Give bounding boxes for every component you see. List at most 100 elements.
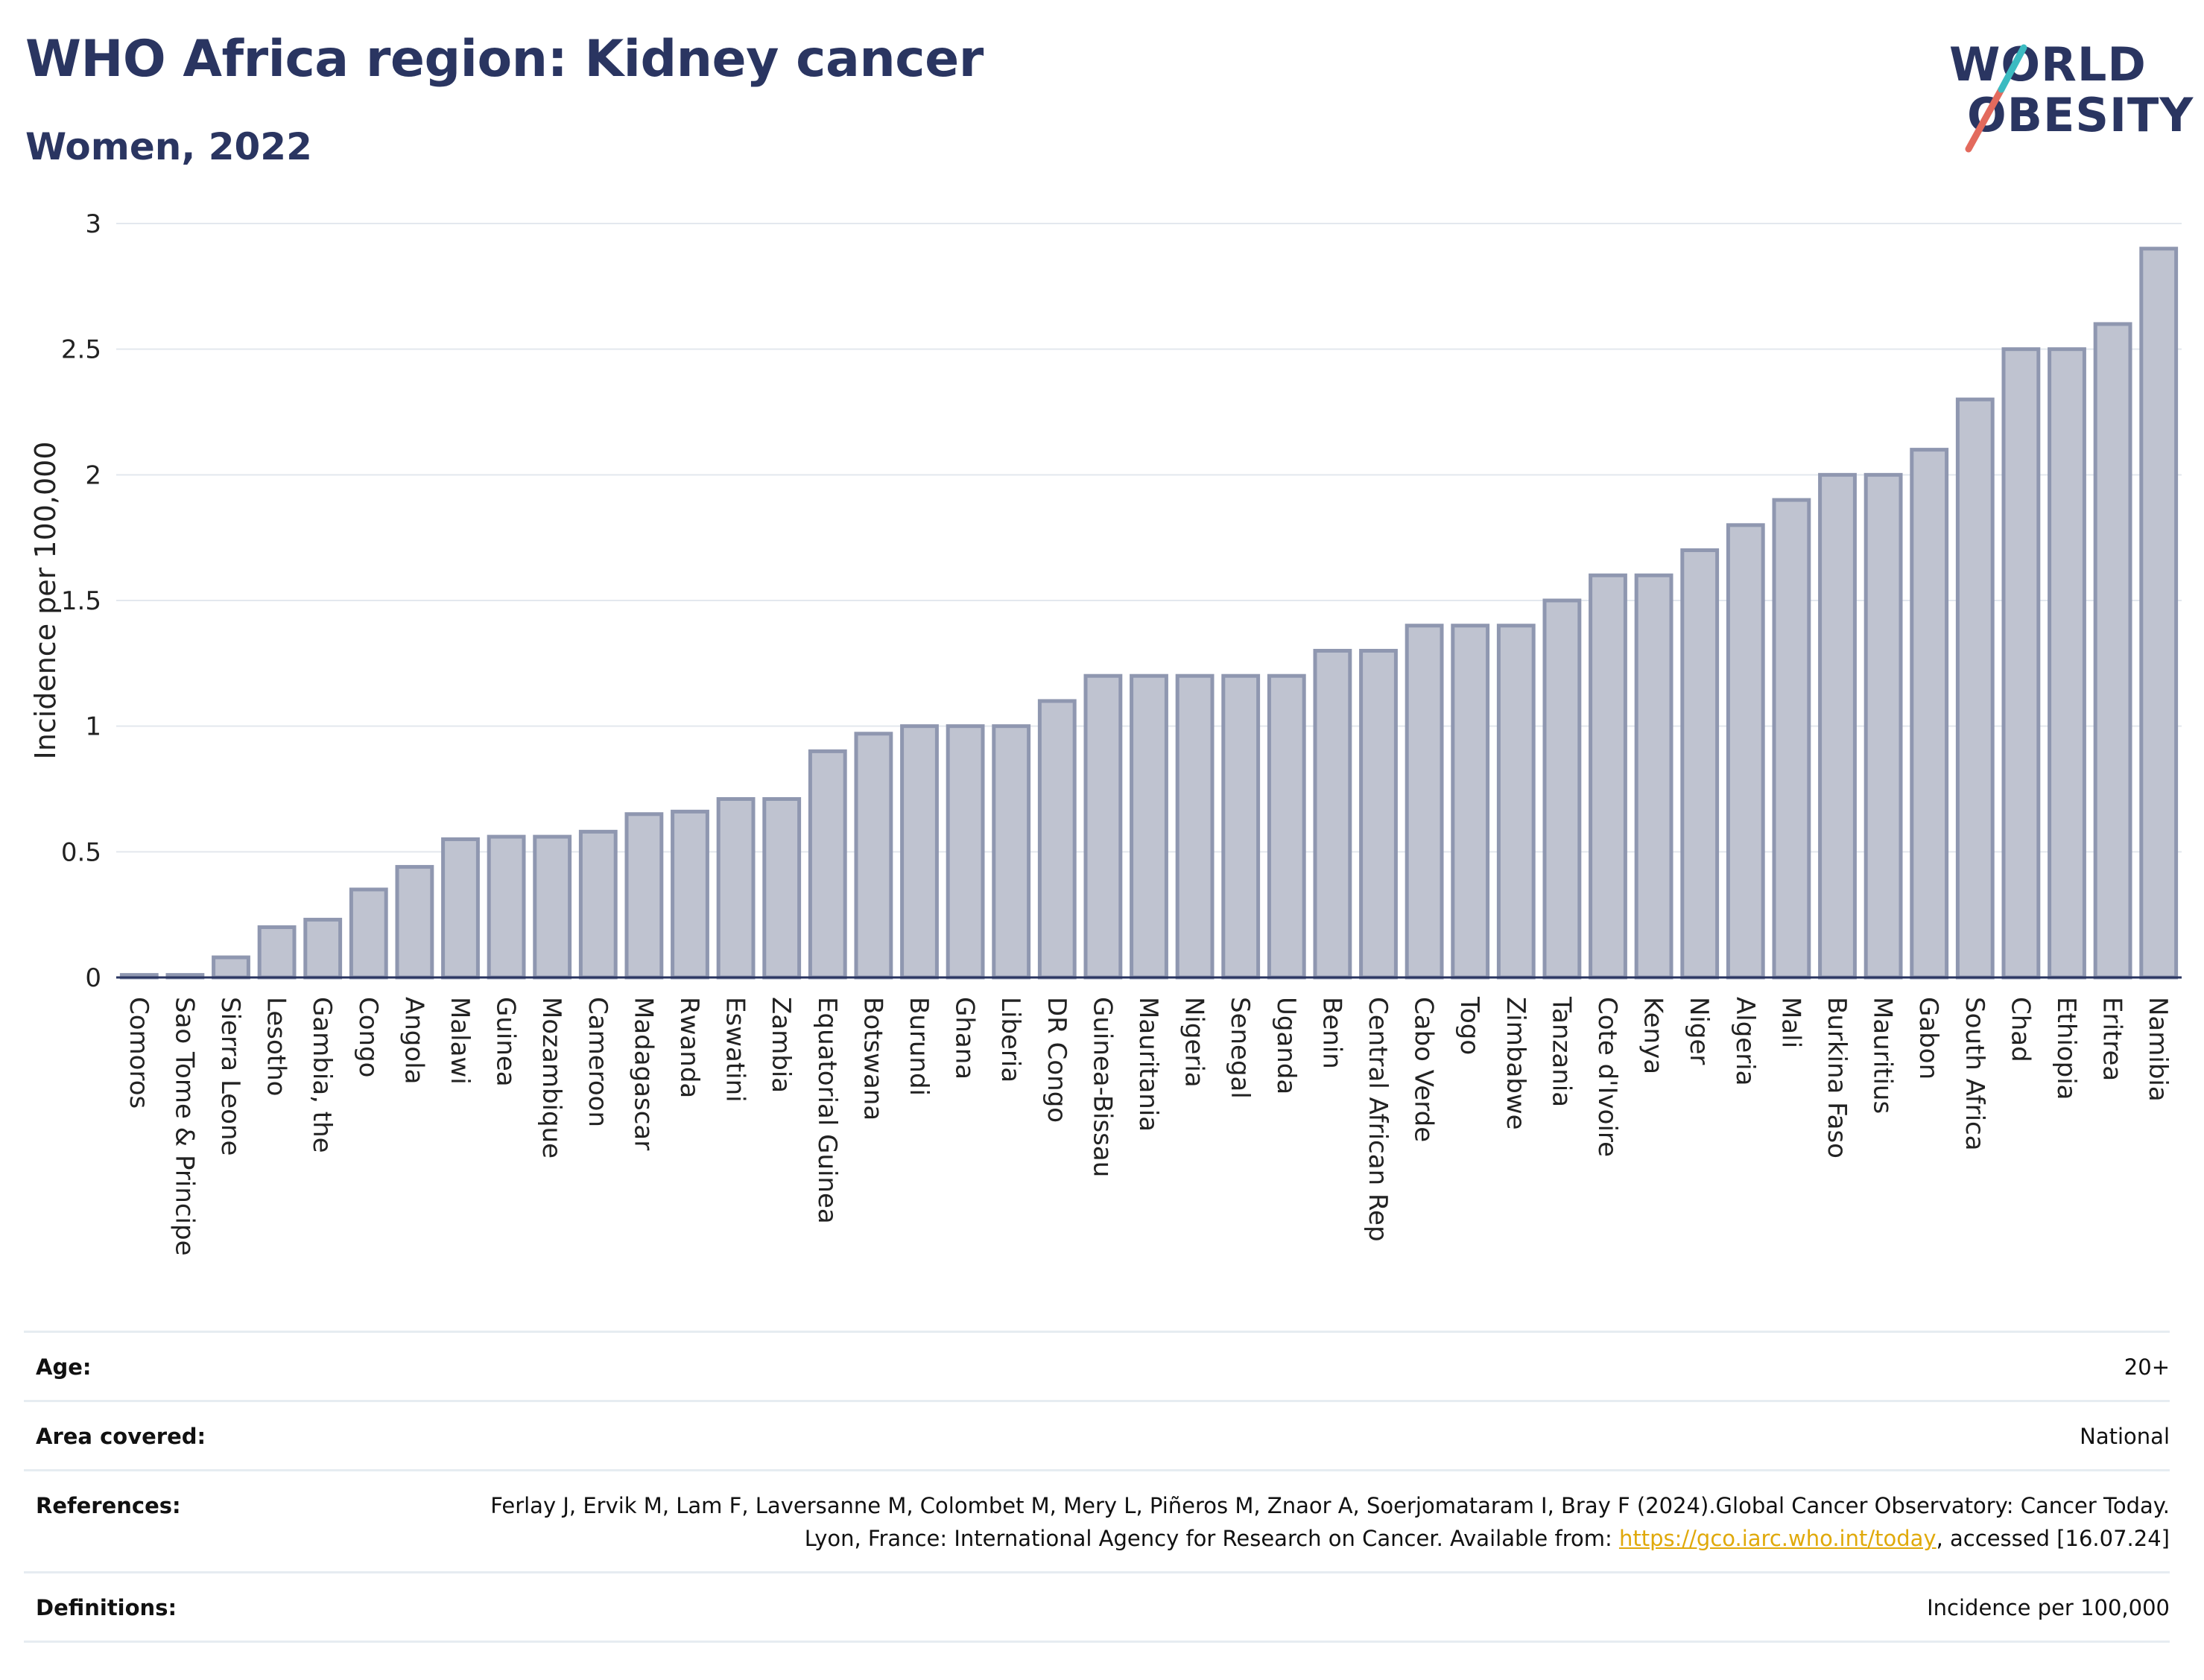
- bar: [1130, 673, 1168, 980]
- info-table: Age: 20+ Area covered: National Referenc…: [24, 1331, 2170, 1643]
- bar: [1175, 673, 1215, 980]
- references-tail: , accessed [16.07.24]: [1936, 1526, 2170, 1551]
- bar: [1863, 472, 1903, 980]
- bar: [1589, 573, 1627, 980]
- x-tick-label: Benin: [1317, 997, 1346, 1069]
- x-tick-label: Cote d'Ivoire: [1592, 997, 1622, 1157]
- x-tick-label: Gambia, the: [307, 997, 337, 1153]
- bar: [1634, 573, 1673, 980]
- y-tick-label: 2.5: [61, 335, 101, 365]
- bar: [303, 917, 343, 980]
- x-tick-label: Lesotho: [262, 997, 291, 1096]
- y-axis-title: Incidence per 100,000: [29, 441, 62, 759]
- bar: [2139, 247, 2179, 980]
- bar: [762, 796, 802, 980]
- world-obesity-logo: WORLD OBESITY: [1937, 21, 2194, 159]
- bar: [1910, 448, 1949, 980]
- references-link[interactable]: https://gco.iarc.who.int/today: [1618, 1526, 1937, 1551]
- y-tick-label: 0.5: [61, 837, 101, 867]
- definitions-label: Definitions:: [36, 1595, 177, 1620]
- definitions-value: Incidence per 100,000: [1927, 1595, 2170, 1620]
- bar: [946, 724, 985, 980]
- x-tick-label: Central African Rep: [1363, 997, 1393, 1242]
- y-tick-label: 1: [85, 712, 101, 742]
- area-value: National: [2080, 1424, 2170, 1449]
- bar: [1496, 624, 1536, 980]
- x-tick-label: Congo: [353, 997, 383, 1077]
- x-tick-label: Algeria: [1730, 997, 1760, 1085]
- bar: [1451, 624, 1490, 980]
- bar: [212, 955, 250, 980]
- x-tick-label: Zimbabwe: [1501, 997, 1530, 1130]
- x-tick-label: Rwanda: [674, 997, 704, 1098]
- bar: [1037, 699, 1077, 980]
- bar: [1542, 598, 1582, 980]
- bar: [441, 837, 480, 980]
- bar: [1359, 648, 1398, 980]
- area-label: Area covered:: [36, 1424, 206, 1449]
- info-row-references: References: Ferlay J, Ervik M, Lam F, La…: [24, 1469, 2170, 1571]
- info-row-age: Age: 20+: [24, 1331, 2170, 1400]
- x-tick-label: Guinea-Bissau: [1087, 997, 1117, 1177]
- x-tick-label: Nigeria: [1179, 997, 1209, 1088]
- x-tick-label: Cameroon: [583, 997, 612, 1127]
- bar: [1818, 472, 1857, 980]
- x-tick-label: Madagascar: [628, 997, 658, 1150]
- bar: [992, 724, 1031, 980]
- x-tick-label: Equatorial Guinea: [812, 997, 842, 1224]
- x-tick-label: Kenya: [1638, 997, 1668, 1074]
- x-tick-label: Sao Tome & Principe: [169, 997, 199, 1256]
- bar: [1083, 673, 1123, 980]
- x-tick-label: Mozambique: [536, 997, 566, 1158]
- logo-slash-icon: [1965, 44, 2027, 153]
- x-tick-label: Guinea: [491, 997, 521, 1087]
- x-tick-label: Burundi: [904, 997, 934, 1096]
- chart-subtitle: Women, 2022: [25, 125, 312, 168]
- bar: [257, 925, 297, 980]
- x-tick-label: Botswana: [858, 997, 887, 1120]
- bar: [349, 887, 388, 980]
- bar: [1221, 673, 1261, 980]
- x-tick-label: Eritrea: [2097, 997, 2127, 1081]
- bar: [487, 834, 526, 980]
- bar: [2001, 347, 2041, 980]
- bar: [1955, 397, 1995, 980]
- x-tick-label: Burkina Faso: [1822, 997, 1852, 1158]
- bar: [1772, 498, 1811, 980]
- x-tick-label: Comoros: [124, 997, 153, 1109]
- chart-title: WHO Africa region: Kidney cancer: [25, 30, 984, 89]
- x-tick-label: Zambia: [766, 997, 796, 1093]
- y-tick-label: 1.5: [61, 586, 101, 616]
- x-tick-label: Togo: [1454, 996, 1484, 1055]
- age-label: Age:: [36, 1354, 92, 1380]
- age-value: 20+: [2124, 1354, 2170, 1380]
- x-tick-label: Senegal: [1225, 997, 1255, 1099]
- info-row-definitions: Definitions: Incidence per 100,000: [24, 1571, 2170, 1643]
- x-tick-label: Ghana: [950, 997, 980, 1080]
- info-row-area: Area covered: National: [24, 1400, 2170, 1469]
- x-tick-label: Niger: [1684, 997, 1714, 1065]
- y-tick-label: 0: [85, 963, 101, 993]
- x-tick-label: Uganda: [1271, 997, 1301, 1094]
- x-tick-label: Liberia: [995, 997, 1025, 1083]
- y-tick-label: 2: [85, 460, 101, 490]
- references-text: Ferlay J, Ervik M, Lam F, Laversanne M, …: [490, 1493, 2170, 1551]
- bar: [2093, 322, 2132, 980]
- bar: [808, 749, 847, 980]
- bar-chart: 0 0.5 1 1.5 2 2.5 3 Incidence per 100,000 Comoro…: [29, 209, 2182, 1256]
- x-tick-label: Mauritius: [1868, 997, 1898, 1114]
- bar: [533, 834, 572, 980]
- logo-word-obesity: OBESITY: [1967, 88, 2194, 142]
- x-tick-label: Sierra Leone: [215, 997, 245, 1156]
- x-tick-label: Ethiopia: [2051, 997, 2081, 1100]
- bar: [671, 809, 709, 980]
- x-tick-label: DR Congo: [1042, 997, 1071, 1123]
- bar: [1680, 548, 1720, 980]
- x-tick-label: Mauritania: [1133, 997, 1163, 1132]
- x-tick-label: Tanzania: [1546, 996, 1576, 1107]
- bar: [900, 724, 939, 980]
- bar: [1405, 624, 1444, 980]
- bar: [1726, 523, 1765, 980]
- references-label: References:: [36, 1493, 181, 1518]
- references-value: Ferlay J, Ervik M, Lam F, Laversanne M, …: [456, 1489, 2170, 1555]
